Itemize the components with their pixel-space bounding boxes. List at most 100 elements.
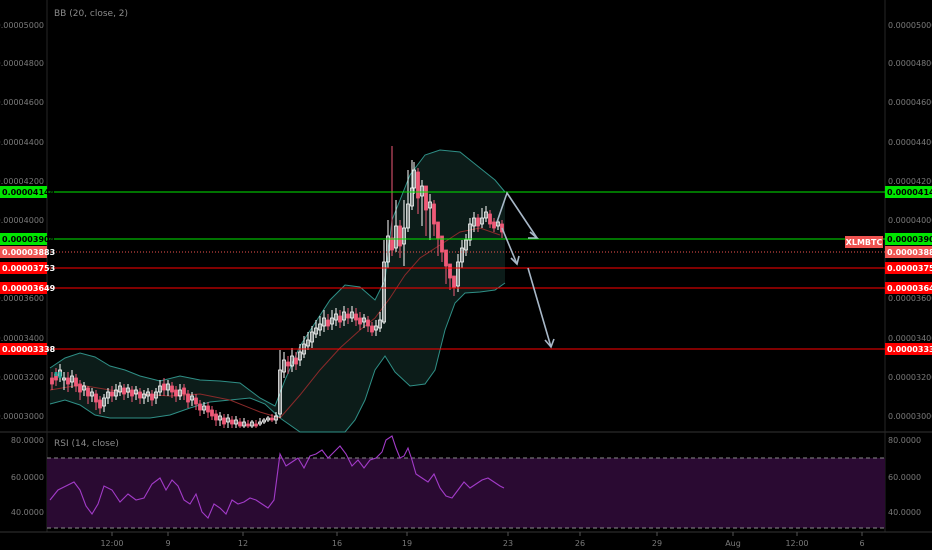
candle bbox=[444, 249, 448, 284]
price-tick-left: 0.00003400 bbox=[0, 334, 44, 343]
level-badge-left bbox=[0, 343, 47, 355]
candle bbox=[390, 146, 394, 256]
candle bbox=[246, 420, 250, 428]
arrow-path-3[interactable] bbox=[527, 267, 552, 348]
candle bbox=[118, 382, 122, 396]
price-tick-right: 0.00004200 bbox=[888, 177, 932, 186]
candle bbox=[150, 390, 154, 406]
time-axis[interactable]: 12:00 9 12 16 19 23 26 29 Aug 12:00 6 bbox=[100, 532, 865, 548]
candle bbox=[98, 396, 102, 414]
candle bbox=[402, 200, 406, 266]
price-tick-left: 0.00004600 bbox=[0, 98, 44, 107]
candle bbox=[158, 380, 162, 396]
candle bbox=[230, 416, 234, 428]
bb-lower bbox=[49, 282, 506, 433]
bb-legend[interactable]: BB (20, close, 2) bbox=[54, 9, 128, 19]
candle bbox=[428, 194, 432, 240]
time-tick-label: 12:00 bbox=[100, 539, 123, 548]
candle bbox=[114, 384, 118, 400]
time-tick-label: 9 bbox=[165, 539, 170, 548]
level-label-left: 0.00003883 bbox=[2, 248, 55, 257]
candle bbox=[464, 234, 468, 256]
candle bbox=[322, 310, 326, 332]
price-tick-right: 0.00004000 bbox=[888, 216, 932, 225]
candle bbox=[194, 394, 198, 410]
candle bbox=[94, 390, 98, 410]
candle bbox=[310, 326, 314, 348]
price-tick-left: 0.00005000 bbox=[0, 21, 44, 30]
candle bbox=[62, 372, 66, 390]
candle bbox=[126, 384, 130, 398]
price-axis[interactable]: 0.00005000 0.00005000 0.00004800 0.00004800… bbox=[0, 21, 932, 421]
price-tick-left: 0.00003000 bbox=[0, 412, 44, 421]
candle bbox=[370, 322, 374, 336]
level-badge-left bbox=[0, 186, 47, 198]
level-label-right: 0.00003883 bbox=[887, 248, 932, 257]
candle bbox=[258, 418, 262, 426]
candle bbox=[130, 386, 134, 402]
candle bbox=[214, 410, 218, 426]
candle bbox=[472, 212, 476, 232]
arrow-path-2[interactable] bbox=[501, 227, 518, 265]
candle bbox=[286, 356, 290, 374]
time-tick-label: 12:00 bbox=[785, 539, 808, 548]
candle bbox=[420, 180, 424, 226]
price-tick-left: 0.00003200 bbox=[0, 373, 44, 382]
candle bbox=[338, 310, 342, 328]
symbol-label: XLMBTC bbox=[846, 238, 883, 247]
price-tick-right: 0.00003600 bbox=[888, 294, 932, 303]
candle bbox=[326, 314, 330, 330]
time-tick-label: 19 bbox=[402, 539, 412, 548]
candle bbox=[362, 314, 366, 328]
horizontal-levels[interactable]: 0.00004144 0.00004144 0.00003904 0.00003904… bbox=[0, 186, 932, 355]
price-tick-right: 0.00005000 bbox=[888, 21, 932, 30]
candle bbox=[278, 350, 282, 418]
candle bbox=[460, 240, 464, 268]
rsi-tick-left: 80.0000 bbox=[11, 436, 44, 445]
price-tick-left: 0.00004400 bbox=[0, 138, 44, 147]
bb-basis bbox=[49, 227, 501, 419]
rsi-axis[interactable]: 80.0000 80.0000 60.0000 60.0000 40.0000 40.00… bbox=[11, 436, 921, 517]
candle bbox=[394, 200, 398, 252]
arrow-path-1[interactable] bbox=[496, 191, 538, 239]
rsi-band bbox=[47, 458, 885, 528]
candle bbox=[50, 372, 54, 390]
price-tick-right: 0.00004600 bbox=[888, 98, 932, 107]
symbol-badge bbox=[845, 236, 883, 248]
candle bbox=[492, 218, 496, 232]
candle-green bbox=[58, 372, 62, 378]
candlesticks bbox=[50, 146, 504, 428]
level-badge-left bbox=[0, 233, 47, 245]
candle bbox=[416, 168, 420, 214]
drawn-arrows[interactable] bbox=[496, 191, 555, 349]
candle bbox=[166, 380, 170, 396]
level-badge-right bbox=[885, 343, 932, 355]
candle bbox=[206, 402, 210, 418]
rsi-tick-right: 40.0000 bbox=[888, 508, 921, 517]
candle bbox=[142, 390, 146, 404]
level-badge-left bbox=[0, 262, 47, 274]
candle bbox=[110, 386, 114, 402]
candle bbox=[270, 414, 274, 422]
candle bbox=[242, 418, 246, 428]
candle bbox=[266, 416, 270, 422]
candle bbox=[334, 308, 338, 326]
rsi-legend[interactable]: RSI (14, close) bbox=[54, 439, 119, 449]
level-label-left: 0.00003338 bbox=[2, 345, 56, 354]
price-tick-right: 0.00004400 bbox=[888, 138, 932, 147]
level-badge-right bbox=[885, 246, 932, 258]
candle bbox=[448, 263, 452, 290]
candle bbox=[66, 372, 70, 392]
candle bbox=[432, 200, 436, 236]
rsi-tick-left: 60.0000 bbox=[11, 473, 44, 482]
candle bbox=[346, 308, 350, 324]
price-tick-right: 0.00003200 bbox=[888, 373, 932, 382]
level-label-left: 0.00004144 bbox=[2, 188, 56, 197]
arrow-head-1 bbox=[528, 231, 540, 239]
candle bbox=[410, 160, 414, 210]
level-badge-right bbox=[885, 186, 932, 198]
candle bbox=[406, 170, 410, 232]
time-tick-label: Aug bbox=[725, 539, 741, 548]
candle bbox=[456, 254, 460, 292]
